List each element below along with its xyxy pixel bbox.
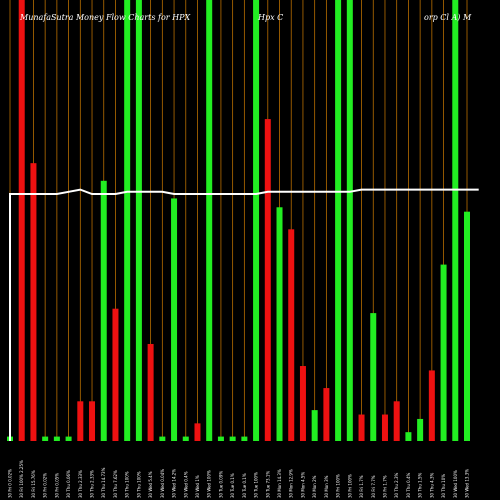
bar	[30, 163, 37, 442]
bar	[393, 401, 400, 441]
bar	[264, 119, 271, 441]
grid-layer	[9, 0, 468, 441]
x-tick-label: 30 Mon 14.3%	[277, 469, 282, 498]
x-tick-label: 30 Wed 13.3%	[465, 469, 470, 498]
x-tick-label: 30 Mon 12.9%	[289, 469, 294, 498]
bar	[65, 436, 72, 441]
bar	[206, 0, 213, 441]
x-tick-label: 30 Thu 100%	[136, 471, 141, 498]
x-tick-label: 30 Thu 4.3%	[429, 472, 434, 498]
bar	[147, 343, 154, 441]
bar	[299, 366, 306, 441]
chart-title-part-3: orp Cl A) M	[424, 13, 472, 22]
x-tick-label: 30 Fri 0.02%	[43, 473, 48, 498]
bar	[229, 436, 236, 441]
bar	[135, 0, 142, 441]
x-tick-label: 30 Wed 100%	[453, 470, 458, 498]
x-tick-label: 30 Fri 1.7%	[359, 475, 364, 498]
x-tick-label: 30 Wed 5.4%	[148, 471, 153, 498]
x-tick-label: 30 Thu 14.73%	[101, 467, 106, 498]
chart-title-part-2: Hpx C	[257, 13, 283, 22]
x-tick-label: 30 Tue 0.1%	[242, 473, 247, 498]
chart-title-part-1: MunafaSutra Money Flow Charts for HPX	[19, 13, 190, 22]
x-tick-label: 30 Tue 73.1%	[265, 471, 270, 498]
x-tick-label: 30 Thu 10%	[441, 474, 446, 498]
x-tick-label: 30 Mon 3%	[324, 475, 329, 498]
x-tick-label: 30 Fri 0.05%	[54, 473, 59, 498]
x-tick-label: 30 Wed 0.4%	[183, 471, 188, 498]
bar	[452, 0, 459, 441]
x-tick-label: 30 Tue 0.09%	[218, 471, 223, 498]
bar	[18, 0, 25, 441]
bar	[288, 229, 295, 441]
bar	[428, 370, 435, 441]
x-tick-label: 30 Wed 1%	[195, 475, 200, 498]
bar	[77, 401, 84, 441]
x-tick-label: 30 Fri 7.7%	[371, 475, 376, 498]
x-tick-label: 30 Thu 7.62%	[113, 470, 118, 498]
bar-layer	[7, 0, 470, 442]
bar	[217, 436, 224, 441]
bar	[159, 436, 166, 441]
x-tick-label: 30 Mon 4.5%	[300, 472, 305, 498]
bar	[241, 436, 248, 441]
label-layer: 30 Fri 0 0.02% 30 Fri 100% 2.25% 30 Fri 15…	[8, 460, 470, 498]
x-tick-label: 30 Fri 15.76%	[31, 470, 36, 498]
bar	[194, 423, 201, 441]
bar	[405, 432, 412, 441]
bar	[417, 418, 424, 441]
bar	[112, 308, 119, 441]
x-tick-label: 30 Tue 0.1%	[230, 473, 235, 498]
bar	[89, 401, 96, 441]
bar	[182, 436, 189, 441]
bar	[440, 264, 447, 441]
x-tick-label: 30 Mon 2%	[312, 475, 317, 498]
x-tick-label: 30 Thu 2.33%	[78, 470, 83, 498]
x-tick-label: 30 Tue 100%	[254, 472, 259, 498]
bar	[100, 180, 107, 441]
bar	[311, 410, 318, 441]
bar	[335, 0, 342, 441]
bar	[171, 198, 178, 441]
x-tick-label: 30 Thu 0.06%	[66, 470, 71, 498]
x-tick-label: 30 Thu 2.33%	[90, 470, 95, 498]
bar	[253, 0, 260, 441]
bar	[42, 436, 49, 441]
bar	[323, 388, 330, 441]
x-tick-label: 30 Wed 0.04%	[160, 469, 165, 498]
bar	[381, 414, 388, 441]
bar	[358, 414, 365, 441]
x-tick-label: 30 Fri 1.7%	[382, 475, 387, 498]
x-tick-label: 30 Fri 0 0.02%	[8, 469, 13, 498]
bar	[276, 207, 283, 441]
x-tick-label: 30 Thu 2.3%	[394, 472, 399, 498]
x-tick-label: 30 Thu 0.4%	[406, 472, 411, 498]
x-tick-label: 30 Wed 14.2%	[172, 469, 177, 498]
bar	[464, 211, 470, 441]
bar	[370, 313, 377, 441]
line-layer	[9, 188, 479, 441]
x-tick-label: 30 Fri 100%	[347, 474, 352, 498]
x-tick-label: 30 Fri 100% 2.25%	[19, 460, 24, 498]
x-tick-label: 30 Thu 100%	[125, 471, 130, 498]
bar	[53, 436, 60, 441]
x-tick-label: 30 Thu 1.5%	[418, 472, 423, 498]
x-tick-label: 30 Wed 100%	[207, 470, 212, 498]
x-tick-label: 30 Fri 100%	[336, 474, 341, 498]
money-flow-line	[9, 188, 479, 441]
bar	[346, 0, 353, 441]
bar	[124, 0, 131, 441]
